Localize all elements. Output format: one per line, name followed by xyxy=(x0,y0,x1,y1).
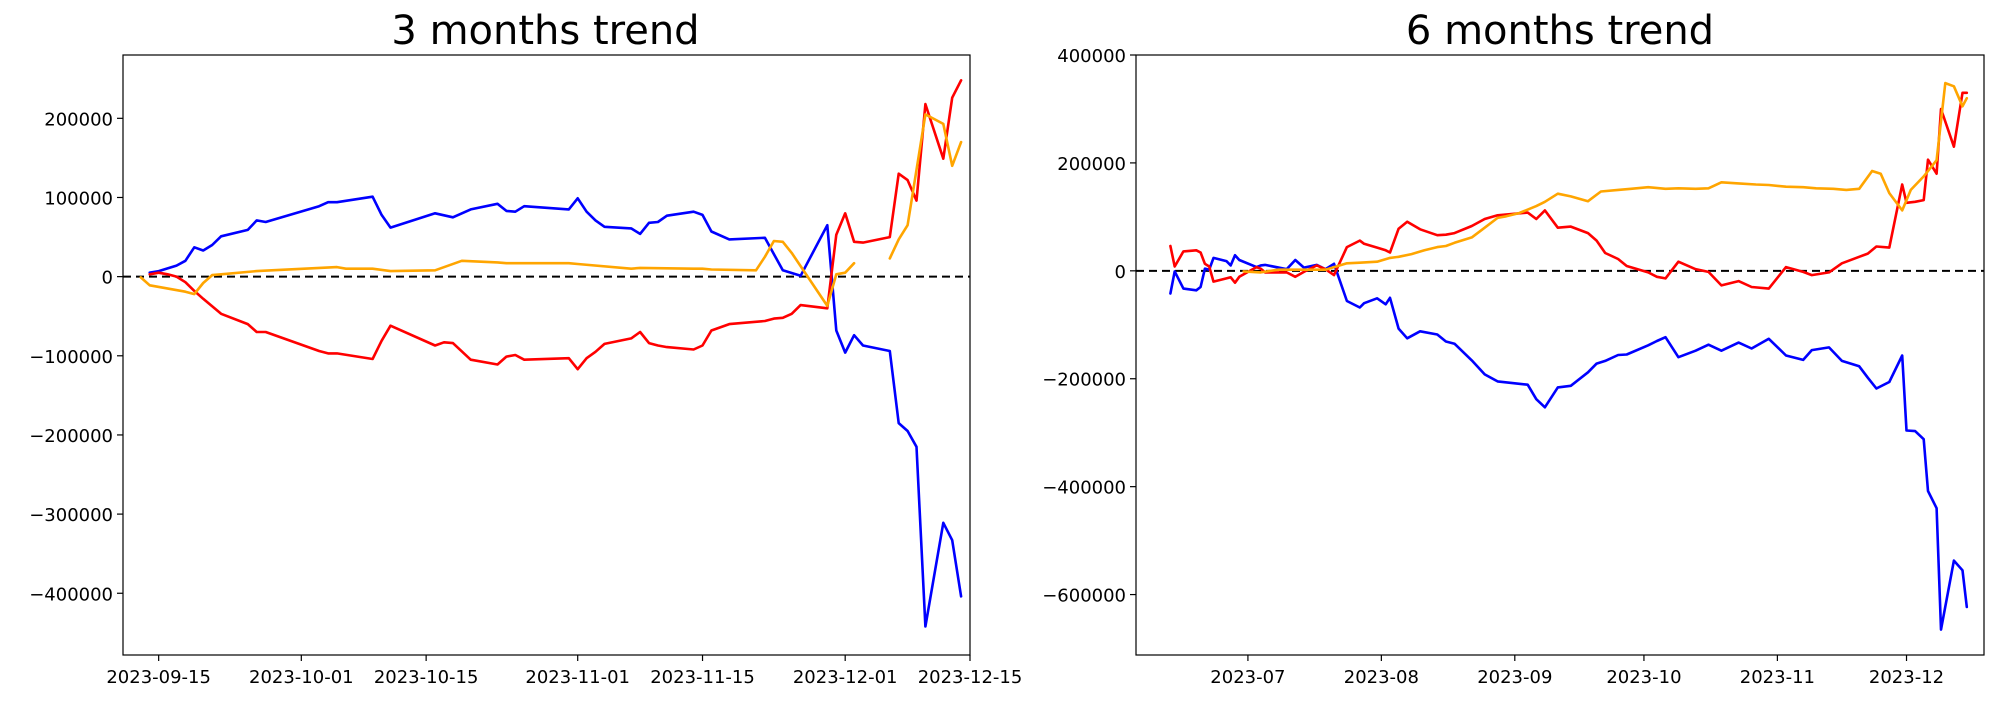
y-tick-label: 200000 xyxy=(44,109,113,130)
plot-frame xyxy=(122,54,971,656)
series-line-0 xyxy=(1169,253,1969,631)
x-tick-label: 2023-11 xyxy=(1740,667,1815,688)
y-tick-label: −400000 xyxy=(29,584,113,605)
x-tick-label: 2023-12 xyxy=(1869,667,1944,688)
x-tick-label: 2023-11-15 xyxy=(650,667,755,688)
chart-title: 6 months trend xyxy=(1406,8,1714,54)
x-tick-label: 2023-07 xyxy=(1210,667,1285,688)
x-tick-label: 2023-09-15 xyxy=(106,667,211,688)
plot-frame xyxy=(1135,54,1985,656)
x-tick-label: 2023-12-01 xyxy=(793,667,898,688)
series-line-2-segment-1 xyxy=(888,113,963,260)
series-line-2 xyxy=(1242,81,1969,274)
y-tick-label: −400000 xyxy=(1042,478,1126,499)
y-tick-label: −200000 xyxy=(29,426,113,447)
y-tick-label: −200000 xyxy=(1042,370,1126,391)
x-tick-label: 2023-12-15 xyxy=(918,667,1023,688)
y-tick-label: 0 xyxy=(102,268,113,289)
y-tick-label: 100000 xyxy=(44,188,113,209)
x-tick-label: 2023-11-01 xyxy=(525,667,630,688)
chart-title: 3 months trend xyxy=(391,8,699,54)
y-tick-label: 0 xyxy=(1115,262,1126,283)
x-tick-label: 2023-10-01 xyxy=(249,667,354,688)
series-line-0 xyxy=(148,195,963,628)
y-tick-label: −600000 xyxy=(1042,586,1126,607)
series-line-1 xyxy=(148,79,963,371)
x-tick-label: 2023-09 xyxy=(1477,667,1552,688)
x-tick-label: 2023-10-15 xyxy=(374,667,479,688)
chart-6-months: 6 months trend 400000 200000 0 −200000 −4000… xyxy=(1042,8,1985,688)
x-tick-label: 2023-10 xyxy=(1606,667,1681,688)
y-tick-label: −300000 xyxy=(29,505,113,526)
y-tick-label: 400000 xyxy=(1057,46,1126,67)
y-tick-label: −100000 xyxy=(29,347,113,368)
series-line-2-segment-0 xyxy=(139,239,856,308)
chart-3-months: 3 months trend 200000 100000 0 −100000 −2000… xyxy=(29,8,1022,688)
y-tick-label: 200000 xyxy=(1057,154,1126,175)
series-line-1 xyxy=(1169,91,1969,290)
x-tick-label: 2023-08 xyxy=(1344,667,1419,688)
